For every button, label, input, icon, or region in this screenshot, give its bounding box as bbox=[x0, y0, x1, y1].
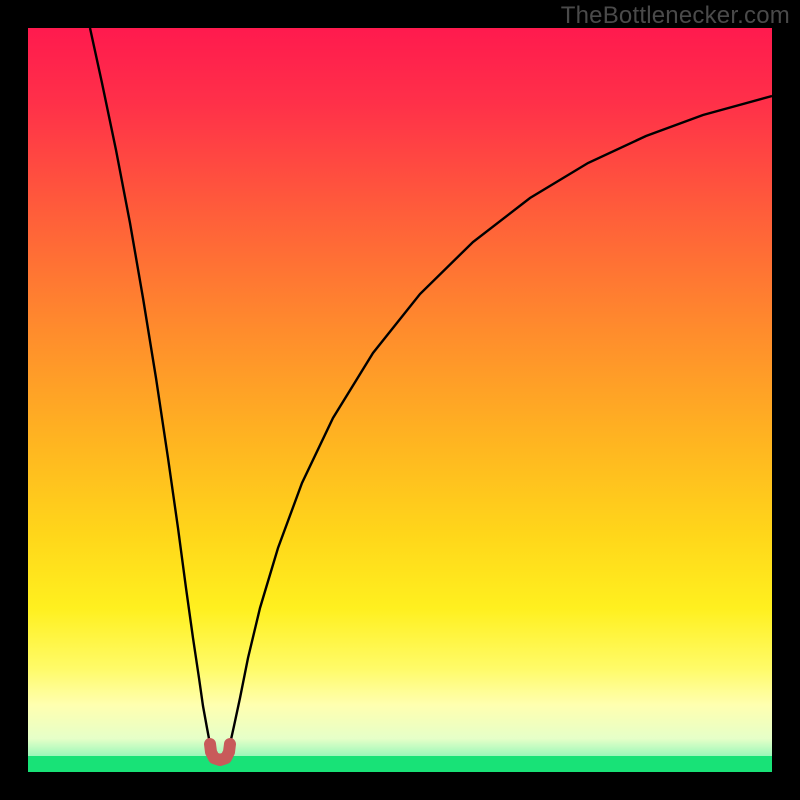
curve-right-branch bbox=[230, 96, 772, 744]
curve-left-branch bbox=[90, 28, 210, 744]
plot-area bbox=[28, 28, 772, 772]
curve-layer bbox=[28, 28, 772, 772]
chart-stage: TheBottlenecker.com bbox=[0, 0, 800, 800]
watermark-text: TheBottlenecker.com bbox=[561, 2, 790, 30]
curve-bottom-u bbox=[210, 744, 230, 760]
